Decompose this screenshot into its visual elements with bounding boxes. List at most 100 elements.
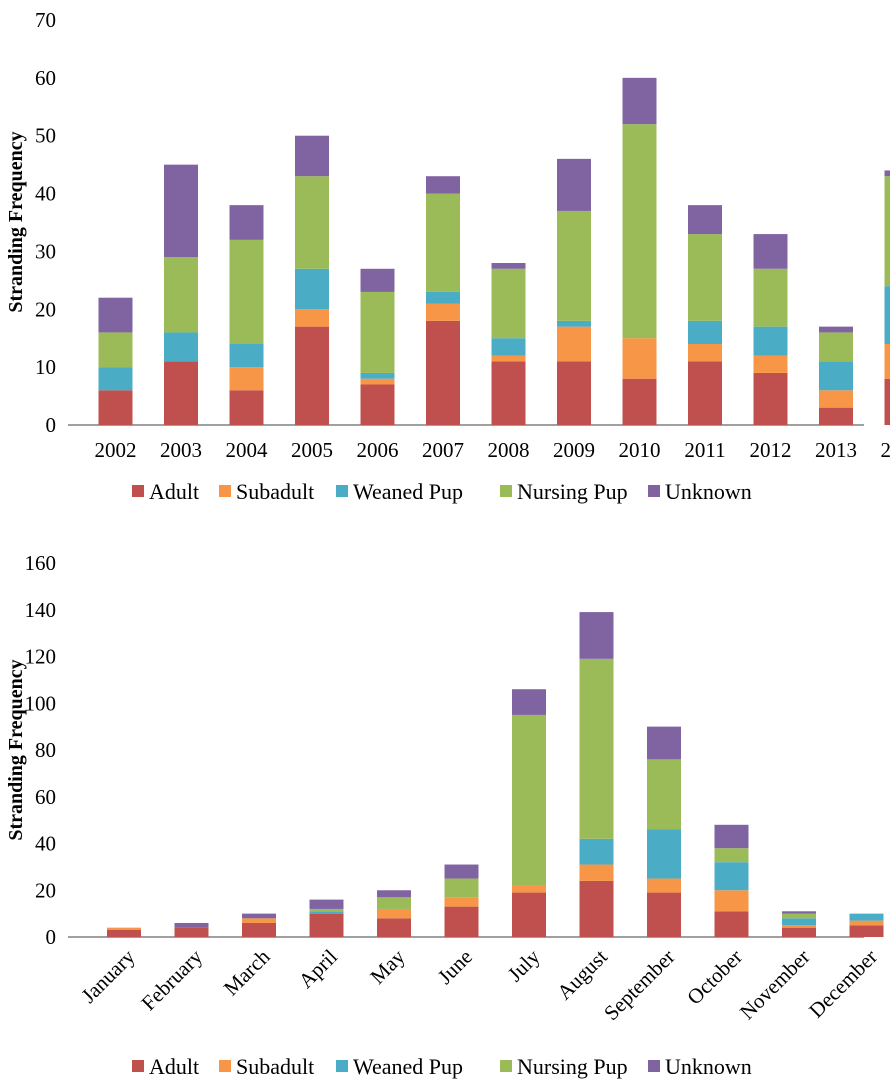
bar-segment-nursing-pup xyxy=(647,759,681,830)
bar-segment-nursing-pup xyxy=(164,257,198,333)
bar-segment-subadult xyxy=(107,927,141,930)
legend-swatch xyxy=(500,1060,512,1072)
bar-segment-unknown xyxy=(242,913,276,919)
bar-segment-weaned-pup xyxy=(229,344,264,368)
bar-segment-unknown xyxy=(309,899,344,909)
bar-segment-unknown xyxy=(782,911,816,914)
x-tick-label: 2002 xyxy=(95,438,137,462)
x-tick-label: 2008 xyxy=(488,438,530,462)
x-tick-label: October xyxy=(682,945,747,1010)
x-tick-label: August xyxy=(552,944,612,1004)
bar-segment-nursing-pup xyxy=(491,268,526,339)
bar-segment-weaned-pup xyxy=(295,268,329,310)
legend-swatch xyxy=(336,1060,348,1072)
bar-segment-unknown xyxy=(512,689,546,715)
bar-segment-nursing-pup xyxy=(377,897,411,909)
y-tick-label: 0 xyxy=(46,413,57,437)
legend-swatch xyxy=(219,1060,231,1072)
bar-segment-subadult xyxy=(579,864,614,881)
bar-segment-unknown xyxy=(377,890,411,898)
chart-1: Stranding Frequency 0 10 20 30 40 50 60 70 2002 20… xyxy=(5,8,890,504)
y-axis-label: Stranding Frequency xyxy=(5,131,27,312)
bar-segment-unknown xyxy=(164,164,198,258)
legend-swatch xyxy=(648,1060,660,1072)
bar-segment-subadult xyxy=(426,303,460,321)
bar-segment-weaned-pup xyxy=(579,838,614,865)
legend-label: Unknown xyxy=(665,479,752,504)
bar-segment-adult xyxy=(557,361,591,425)
legend-swatch xyxy=(219,485,231,497)
y-tick-label: 40 xyxy=(35,182,56,206)
bar-segment-unknown xyxy=(491,263,526,269)
bar-segment-weaned-pup xyxy=(557,320,591,327)
bar-segment-weaned-pup xyxy=(309,911,344,914)
legend-label: Adult xyxy=(149,1054,199,1079)
bar-segment-adult xyxy=(714,911,749,937)
bar-segment-subadult xyxy=(512,885,546,893)
x-tick-label: November xyxy=(735,945,815,1025)
bar-segment-nursing-pup xyxy=(444,878,479,898)
bar-segment-adult xyxy=(782,927,816,937)
bar-segment-subadult xyxy=(782,925,816,928)
bar-segment-adult xyxy=(819,407,853,425)
bar-segment-weaned-pup xyxy=(819,361,853,391)
y-tick-label: 50 xyxy=(35,124,56,148)
bar-segment-adult xyxy=(98,390,133,425)
legend-label: Nursing Pup xyxy=(517,1054,628,1079)
bar-segment-adult xyxy=(164,361,198,425)
bar-segment-unknown xyxy=(884,170,890,177)
bar-segment-unknown xyxy=(444,864,479,879)
bar-segment-weaned-pup xyxy=(360,372,395,379)
bar-segment-adult xyxy=(107,929,141,937)
bar-segment-adult xyxy=(242,922,276,937)
bar-segment-weaned-pup xyxy=(782,918,816,926)
bar-segment-nursing-pup xyxy=(229,239,264,344)
bar-segment-adult xyxy=(622,378,657,425)
bar-segment-weaned-pup xyxy=(647,829,681,879)
bar-segment-adult xyxy=(753,372,788,425)
bar-segment-subadult xyxy=(557,326,591,362)
legend: Adult Subadult Weaned Pup Nursing Pup Unknow… xyxy=(132,479,752,504)
bar-segment-subadult xyxy=(360,378,395,385)
bar-segment-subadult xyxy=(229,367,264,391)
y-tick-label: 140 xyxy=(25,598,57,622)
bar-segment-adult xyxy=(426,320,460,425)
bar-segment-adult xyxy=(377,918,411,937)
bar-segment-subadult xyxy=(647,878,681,893)
legend-label: Adult xyxy=(149,479,199,504)
x-tick-label: 2009 xyxy=(553,438,595,462)
legend: Adult Subadult Weaned Pup Nursing Pup Unknow… xyxy=(132,1054,752,1079)
x-tick-label: 2003 xyxy=(160,438,202,462)
bar-segment-nursing-pup xyxy=(819,332,853,362)
chart-2: Stranding Frequency 0 20 40 60 80 100 120 140 160… xyxy=(5,551,884,1079)
bar-segment-unknown xyxy=(557,158,591,211)
bar-segment-nursing-pup xyxy=(884,176,890,287)
bar-segment-subadult xyxy=(491,355,526,362)
bar-segment-nursing-pup xyxy=(309,908,344,912)
bar-segment-weaned-pup xyxy=(753,326,788,356)
bar-segment-adult xyxy=(849,925,884,937)
bar-segment-subadult xyxy=(377,908,411,919)
x-tick-label: May xyxy=(365,944,410,989)
bar-segment-adult xyxy=(309,913,344,937)
bar-segment-unknown xyxy=(98,297,133,333)
bar-segment-weaned-pup xyxy=(688,320,722,344)
bar-segment-subadult xyxy=(444,897,479,907)
bar-segment-unknown xyxy=(579,612,614,659)
bar-segment-unknown xyxy=(714,824,749,849)
legend-swatch xyxy=(132,485,144,497)
y-tick-label: 0 xyxy=(46,925,57,949)
bar-segment-adult xyxy=(174,927,209,937)
bar-segment-subadult xyxy=(622,338,657,379)
y-tick-label: 60 xyxy=(35,785,56,809)
bar-segment-nursing-pup xyxy=(557,210,591,321)
y-tick-label: 40 xyxy=(35,832,56,856)
bar-segment-adult xyxy=(444,906,479,937)
bar-segment-unknown xyxy=(360,268,395,292)
x-tick-label: April xyxy=(294,944,342,992)
x-tick-label: September xyxy=(599,945,679,1025)
y-tick-label: 100 xyxy=(25,691,57,715)
legend-label: Unknown xyxy=(665,1054,752,1079)
bar-segment-unknown xyxy=(647,726,681,760)
y-tick-label: 20 xyxy=(35,297,56,321)
